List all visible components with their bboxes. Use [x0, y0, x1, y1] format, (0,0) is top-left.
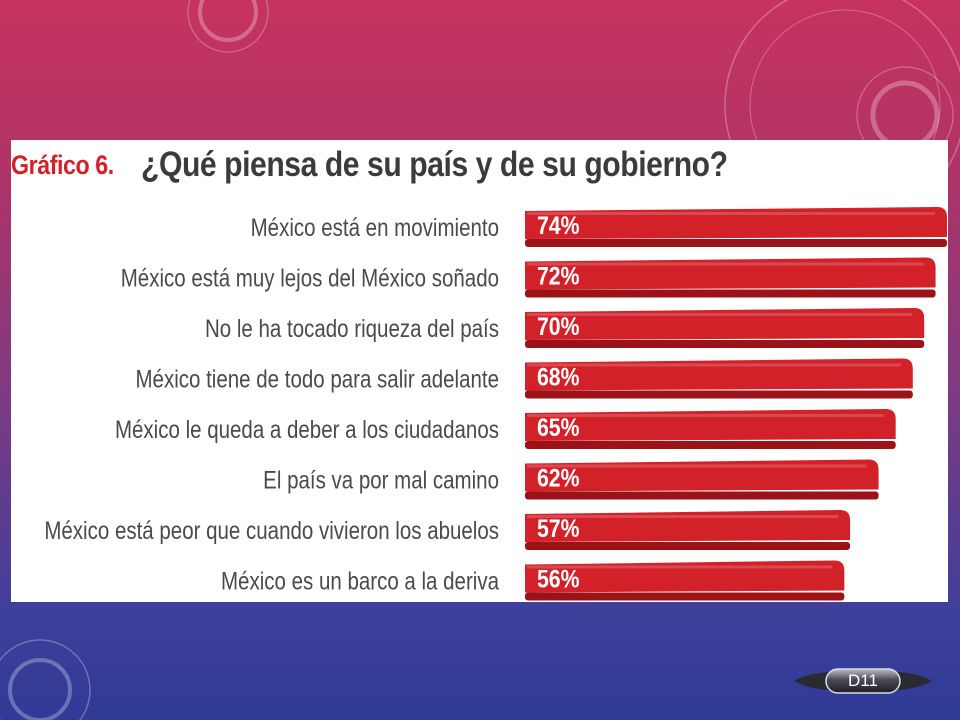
category-label: No le ha tocado riqueza del país: [205, 314, 499, 342]
bar-shadow: [525, 340, 925, 348]
bar-highlight: [527, 313, 913, 316]
slide-badge: D11: [790, 662, 936, 700]
chart-title-prefix: Gráfico 6.: [11, 149, 114, 180]
value-label: 68%: [537, 363, 580, 391]
value-label: 74%: [537, 211, 580, 239]
bar-shadow: [525, 491, 879, 500]
bar-row: México es un barco a la deriva 56%: [221, 560, 845, 601]
value-label: 56%: [537, 565, 580, 593]
bar-shadow: [525, 390, 913, 399]
bar-row: México tiene de todo para salir adelante…: [135, 358, 913, 399]
bar-row: México está peor que cuando vivieron los…: [44, 510, 851, 550]
value-label: 70%: [537, 312, 580, 340]
category-label: México tiene de todo para salir adelante: [135, 365, 499, 393]
bar-highlight: [527, 565, 833, 569]
bar: [525, 308, 925, 340]
bar-highlight: [527, 363, 901, 367]
value-label: 62%: [537, 464, 580, 492]
bar: [525, 409, 896, 441]
bar: [525, 207, 947, 239]
bar-chart: México está en movimiento 74%México está …: [44, 207, 947, 601]
chart-panel: Gráfico 6. ¿Qué piensa de su país y de s…: [11, 140, 948, 602]
bar-row: El país va por mal camino 62%: [263, 459, 879, 500]
bar: [525, 257, 936, 290]
category-label: El país va por mal camino: [263, 466, 499, 494]
bar-highlight: [527, 414, 884, 417]
bar-shadow: [525, 239, 947, 247]
bar: [525, 510, 851, 542]
category-label: México está peor que cuando vivieron los…: [44, 516, 499, 544]
badge-shape: [794, 668, 932, 694]
chart-title-text: ¿Qué piensa de su país y de su gobierno?: [141, 145, 728, 184]
category-label: México le queda a deber a los ciudadanos: [115, 415, 499, 443]
bar-shadow: [525, 441, 896, 449]
value-label: 57%: [537, 514, 580, 542]
bar: [525, 560, 845, 593]
bar-highlight: [527, 262, 924, 266]
bar-highlight: [527, 515, 839, 518]
bar-shadow: [525, 542, 851, 550]
category-label: México está muy lejos del México soñado: [121, 264, 499, 292]
bar-row: México está en movimiento 74%: [251, 207, 947, 247]
bar-highlight: [527, 212, 935, 215]
bar-row: México le queda a deber a los ciudadanos…: [115, 409, 896, 449]
bar: [525, 459, 879, 492]
badge-label: D11: [848, 671, 878, 690]
bar-row: No le ha tocado riqueza del país 70%: [205, 308, 925, 348]
bar-shadow: [525, 289, 936, 298]
value-label: 65%: [537, 413, 580, 441]
value-label: 72%: [537, 262, 580, 290]
bar: [525, 358, 913, 391]
chart-title: Gráfico 6. ¿Qué piensa de su país y de s…: [11, 142, 948, 188]
bar-highlight: [527, 464, 867, 468]
bar-row: México está muy lejos del México soñado 7…: [121, 257, 936, 298]
category-label: México es un barco a la deriva: [221, 567, 499, 595]
bar-shadow: [525, 592, 845, 601]
category-label: México está en movimiento: [251, 213, 499, 241]
